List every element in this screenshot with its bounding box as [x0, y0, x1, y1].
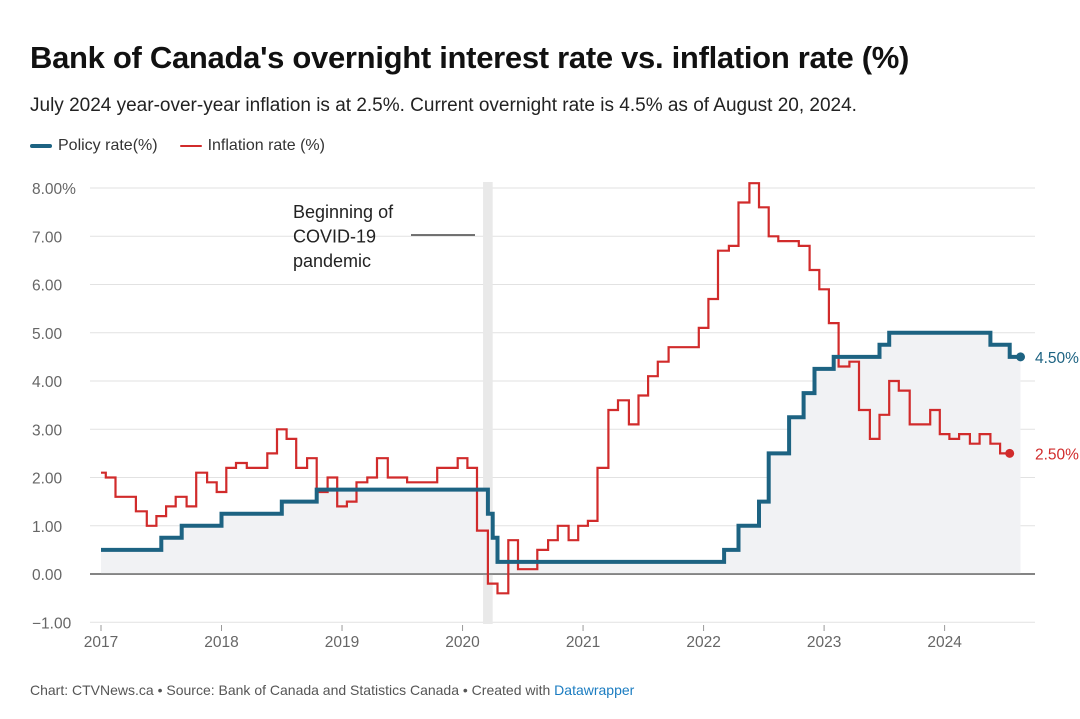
y-tick-label: 4.00 [32, 374, 63, 391]
policy-rate-area [101, 332, 1021, 574]
footer: Chart: CTVNews.ca • Source: Bank of Cana… [30, 682, 634, 698]
footer-source: Chart: CTVNews.ca • Source: Bank of Cana… [30, 682, 555, 698]
legend-swatch-policy [30, 144, 52, 148]
covid-band [483, 182, 493, 624]
policy-rate-end-marker [1016, 352, 1026, 362]
chart-title: Bank of Canada's overnight interest rate… [30, 40, 910, 75]
legend-label-inflation: Inflation rate (%) [207, 137, 325, 154]
chart-subtitle: July 2024 year-over-year inflation is at… [30, 95, 857, 116]
covid-annotation-text: COVID-19 [293, 227, 376, 247]
y-tick-label: 7.00 [32, 229, 63, 246]
y-tick-label: 8.00% [32, 181, 76, 198]
x-tick-label: 2022 [686, 634, 720, 651]
y-tick-label: 6.00 [32, 278, 63, 295]
y-tick-label: −1.00 [32, 615, 72, 632]
legend: Policy rate(%) Inflation rate (%) [30, 137, 347, 155]
x-tick-label: 2021 [566, 634, 600, 651]
policy-rate-line [101, 330, 1021, 564]
x-tick-label: 2023 [807, 634, 841, 651]
inflation-rate-line [101, 182, 1010, 595]
inflation-rate-end-label: 2.50% [1035, 446, 1079, 463]
legend-swatch-inflation [179, 145, 202, 147]
legend-label-policy: Policy rate(%) [58, 137, 158, 154]
x-tick-label: 2019 [325, 634, 359, 651]
footer-datawrapper-link[interactable]: Datawrapper [554, 682, 635, 698]
covid-annotation-text: Beginning of [293, 202, 394, 222]
x-tick-label: 2018 [204, 634, 238, 651]
y-tick-label: 1.00 [32, 519, 63, 536]
x-tick-label: 2020 [445, 634, 480, 651]
legend-item-inflation[interactable]: Inflation rate (%) [179, 137, 325, 155]
y-tick-label: 5.00 [32, 326, 63, 343]
y-tick-label: 0.00 [32, 567, 63, 584]
x-tick-label: 2024 [927, 634, 962, 651]
covid-annotation-text: pandemic [293, 251, 371, 271]
inflation-rate-end-marker [1005, 448, 1015, 458]
policy-rate-end-label: 4.50% [1035, 350, 1079, 367]
x-tick-label: 2017 [84, 634, 118, 651]
legend-item-policy[interactable]: Policy rate(%) [30, 137, 158, 155]
y-tick-label: 3.00 [32, 422, 63, 439]
y-tick-label: 2.00 [32, 471, 63, 488]
